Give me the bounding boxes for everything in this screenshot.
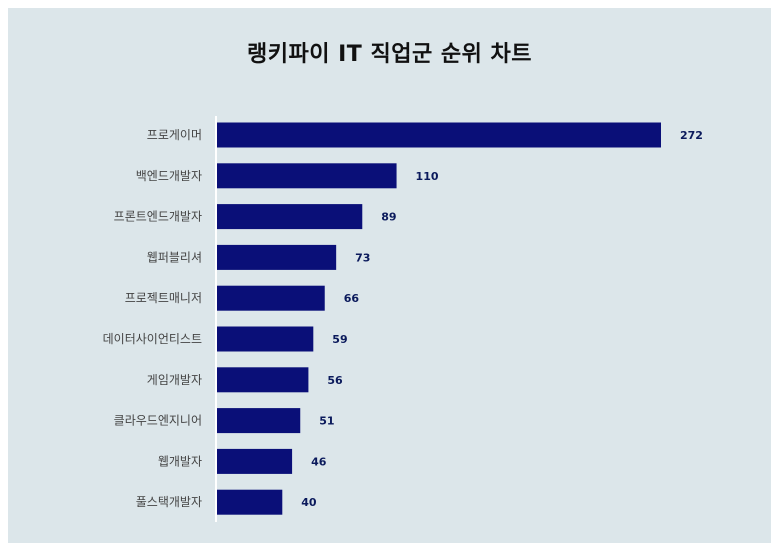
category-label: 웹개발자	[158, 454, 202, 468]
value-label: 59	[332, 333, 347, 346]
category-label: 웹퍼블리셔	[147, 250, 202, 264]
bar-7	[217, 408, 301, 434]
value-label: 66	[344, 292, 360, 305]
bar-3	[217, 244, 337, 270]
bars-layer: 프로게이머 272 백엔드개발자 110 프론트엔드개발자 89 웹퍼블리셔 73 프로젝트매니…	[103, 122, 703, 515]
value-label: 46	[311, 455, 327, 468]
bar-9	[217, 489, 283, 515]
value-label: 89	[381, 211, 396, 224]
category-label: 풀스택개발자	[136, 495, 202, 509]
category-label: 프론트엔드개발자	[114, 210, 202, 224]
bar-8	[217, 448, 293, 474]
category-label: 프로게이머	[147, 128, 202, 142]
category-label: 프로젝트매니저	[125, 291, 202, 305]
value-label: 73	[355, 251, 370, 264]
bar-2	[217, 204, 363, 230]
value-label: 40	[301, 496, 317, 509]
bar-6	[217, 367, 309, 393]
value-label: 110	[416, 170, 439, 183]
value-label: 272	[680, 129, 703, 142]
value-label: 51	[319, 415, 334, 428]
chart-background	[8, 8, 771, 543]
bar-4	[217, 285, 325, 311]
category-label: 게임개발자	[147, 373, 202, 387]
bar-0	[217, 122, 661, 148]
value-label: 56	[327, 374, 343, 387]
category-label: 백엔드개발자	[136, 169, 202, 183]
bar-5	[217, 326, 314, 352]
bar-1	[217, 163, 397, 189]
chart-title: 랭키파이 IT 직업군 순위 차트	[247, 42, 532, 67]
category-label: 데이터사이언티스트	[103, 332, 202, 346]
category-label: 클라우드엔지니어	[114, 414, 202, 428]
